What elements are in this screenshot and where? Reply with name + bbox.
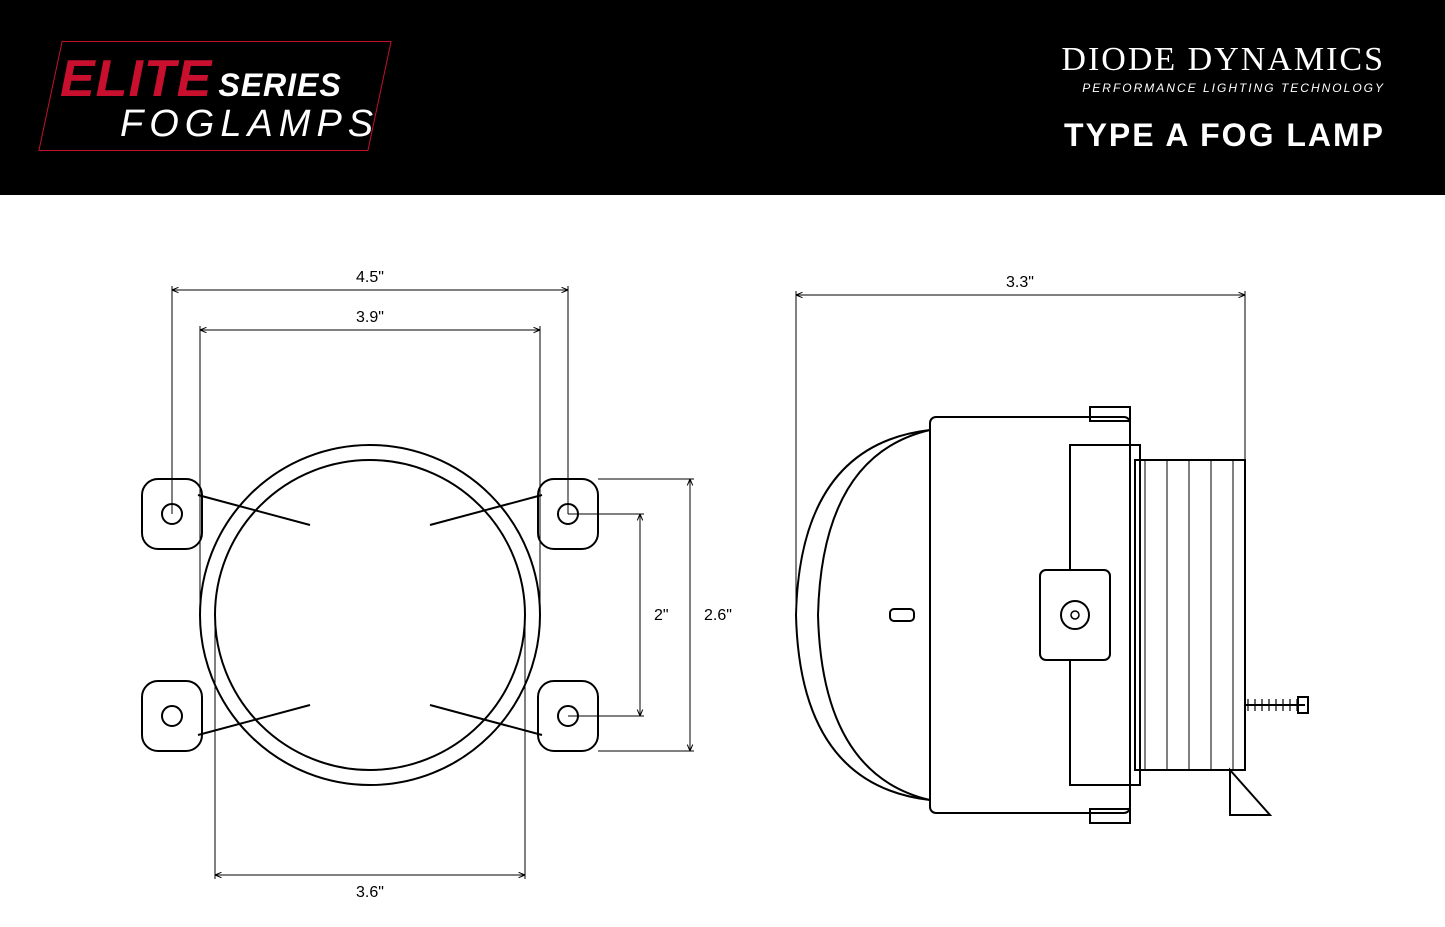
logo-series: SERIES: [218, 67, 341, 103]
side-view: [796, 407, 1308, 823]
drawing-area: 4.5" 3.9" 3.6" 2" 2.6" 3.3": [0, 195, 1445, 927]
dimension-label: 3.6": [356, 884, 384, 901]
logo-line1: ELITESERIES: [60, 49, 379, 109]
dimension-label: 3.9": [356, 309, 384, 326]
logo-foglamps: FOGLAMPS: [120, 103, 379, 146]
brand-name: DIODE DYNAMICS: [1061, 41, 1385, 79]
product-logo: ELITESERIES FOGLAMPS: [60, 49, 379, 146]
dimension-label: 2": [654, 607, 669, 624]
front-view: [142, 445, 598, 785]
header-bar: ELITESERIES FOGLAMPS DIODE DYNAMICS PERF…: [0, 0, 1445, 195]
brand-tagline: PERFORMANCE LIGHTING TECHNOLOGY: [1061, 81, 1385, 95]
brand-block: DIODE DYNAMICS PERFORMANCE LIGHTING TECH…: [1061, 41, 1385, 154]
logo-elite: ELITE: [60, 50, 212, 108]
dimension-label: 4.5": [356, 269, 384, 286]
product-type: TYPE A FOG LAMP: [1061, 117, 1385, 154]
dimension-label: 3.3": [1006, 274, 1034, 291]
dimension-label: 2.6": [704, 607, 732, 624]
engineering-diagram: 4.5" 3.9" 3.6" 2" 2.6" 3.3": [0, 195, 1445, 927]
